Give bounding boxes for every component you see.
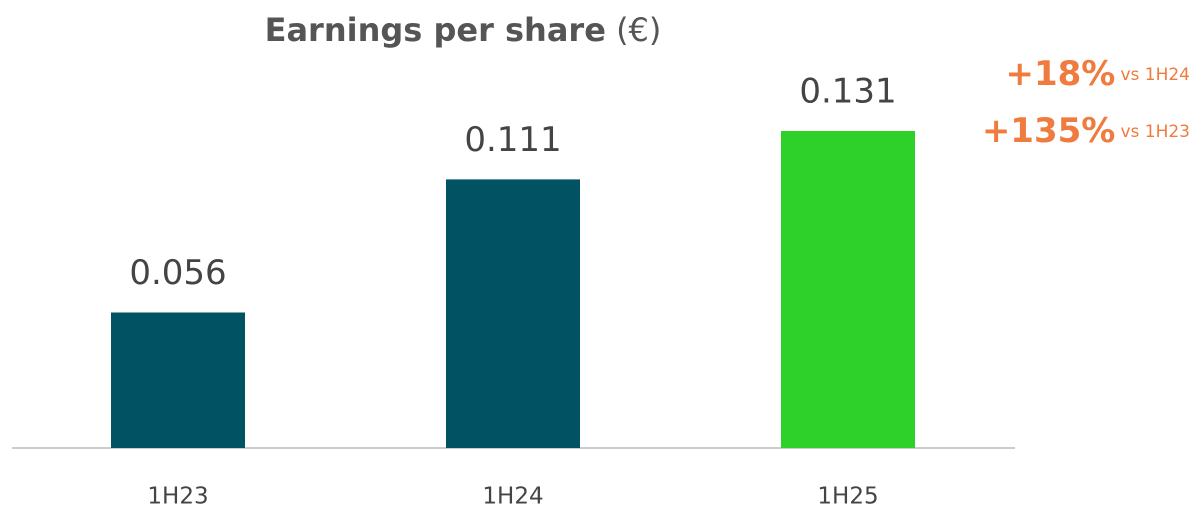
annotation-text: vs 1H23	[1120, 122, 1190, 142]
title-text: Earnings per share	[265, 11, 606, 49]
x-tick-label: 1H23	[147, 484, 208, 509]
bar	[781, 131, 915, 448]
annotation-highlight: +135%	[982, 111, 1116, 151]
annotation-highlight: +18%	[1005, 54, 1115, 94]
annotation-text: vs 1H24	[1120, 65, 1190, 85]
annotation: +135% vs 1H23	[982, 111, 1190, 151]
value-label: 0.111	[464, 120, 561, 160]
x-tick-label: 1H24	[482, 484, 543, 509]
x-tick-label: 1H25	[817, 484, 878, 509]
title-unit: (€)	[616, 11, 661, 49]
bar	[446, 179, 580, 448]
bar	[111, 312, 245, 448]
annotation: +18% vs 1H24	[1005, 54, 1190, 94]
value-label: 0.131	[799, 72, 896, 112]
value-label: 0.056	[129, 253, 226, 293]
chart-title: Earnings per share (€)	[265, 11, 662, 49]
